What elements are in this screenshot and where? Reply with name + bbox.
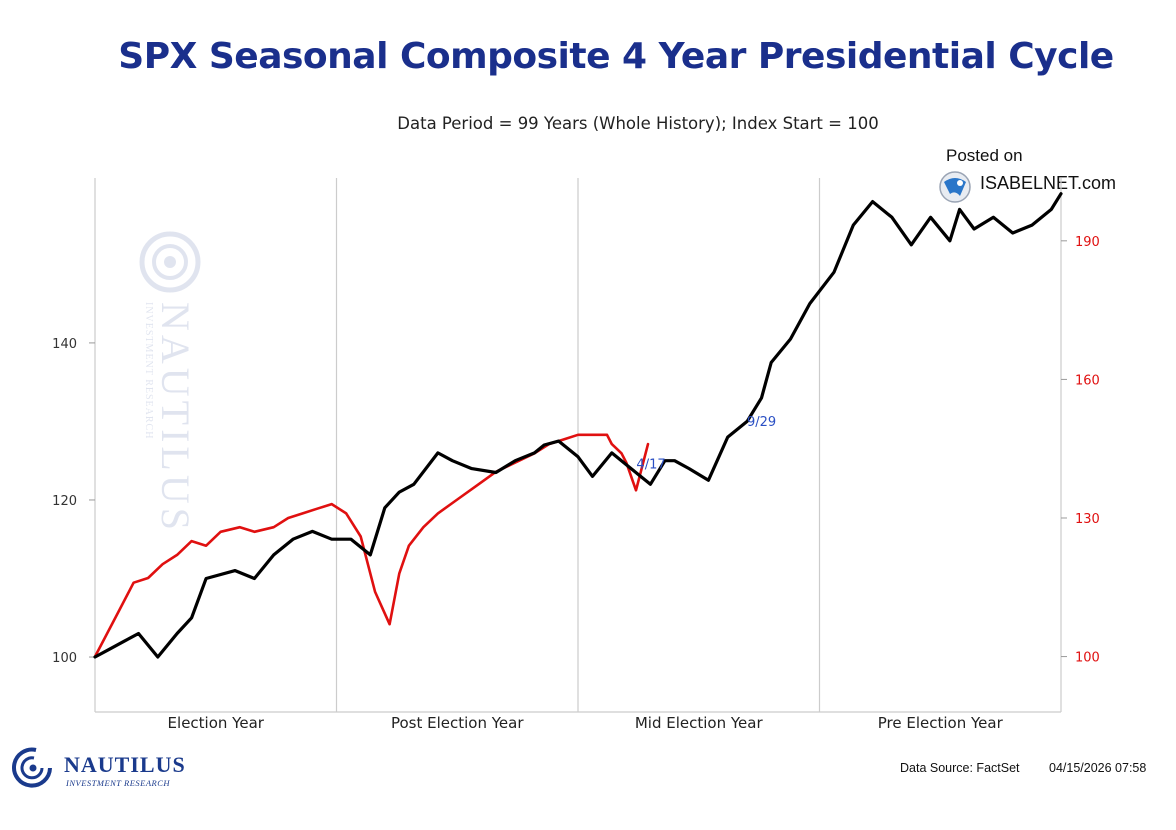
chart-subtitle: Data Period = 99 Years (Whole History); … — [397, 114, 879, 133]
x-category-label: Pre Election Year — [878, 714, 1004, 732]
footer-brand-sub: INVESTMENT RESEARCH — [66, 778, 171, 788]
annotation-high: 4/17 — [636, 457, 665, 472]
chart-title: SPX Seasonal Composite 4 Year Presidenti… — [118, 36, 1114, 77]
annotations: 4/17 9/29 — [636, 415, 776, 472]
right-tick-label: 160 — [1075, 373, 1100, 388]
posted-on-label: Posted on — [946, 146, 1023, 165]
isabelnet-logo-icon — [939, 171, 971, 203]
watermark-brand: NAUTILUS INVESTMENT RESEARCH — [139, 231, 201, 534]
right-tick-label: 100 — [1075, 651, 1100, 666]
series-lines — [93, 192, 1063, 659]
isabelnet-label: ISABELNET.com — [980, 173, 1117, 193]
left-tick-label: 120 — [52, 494, 77, 509]
x-category-label: Mid Election Year — [635, 714, 764, 732]
right-tick-label: 130 — [1075, 512, 1100, 527]
series-line-composite — [93, 192, 1063, 659]
timestamp-label: 04/15/2026 07:58 — [1049, 761, 1147, 775]
left-tick-label: 100 — [52, 651, 77, 666]
right-tick-label: 190 — [1075, 235, 1100, 250]
series-line-current-cycle — [93, 433, 650, 658]
left-axis: 100 120 140 — [52, 337, 95, 666]
footer-brand-name: NAUTILUS — [64, 752, 186, 777]
left-tick-label: 140 — [52, 337, 77, 352]
x-axis-categories: Election Year Post Election Year Mid Elect… — [168, 714, 1004, 732]
plot-frame — [94, 178, 1062, 713]
watermark-brand-subtext: INVESTMENT RESEARCH — [143, 302, 154, 439]
annotation-low: 9/29 — [747, 415, 776, 430]
watermark-brand-text: NAUTILUS — [153, 302, 198, 534]
watermark-swirl-icon — [139, 231, 201, 293]
nautilus-logo-icon — [12, 747, 52, 788]
right-axis: 100 130 160 190 — [1061, 235, 1100, 666]
x-category-label: Election Year — [168, 714, 265, 732]
data-source-label: Data Source: FactSet — [900, 761, 1020, 775]
x-category-label: Post Election Year — [391, 714, 524, 732]
